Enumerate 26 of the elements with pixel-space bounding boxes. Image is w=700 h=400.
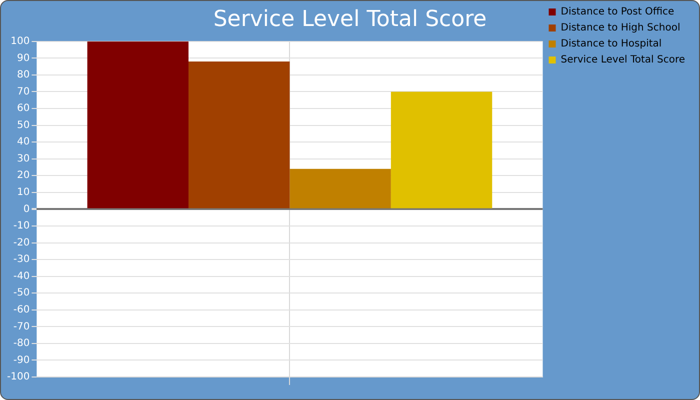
y-tick-label: 10 — [16, 187, 30, 198]
y-tick-label: 20 — [16, 170, 30, 182]
y-tick-label: -80 — [13, 338, 30, 350]
y-tick-label: 100 — [10, 36, 30, 47]
y-tick-label: -40 — [13, 270, 30, 282]
y-tick-label: -100 — [6, 372, 30, 383]
y-tick-label: -70 — [13, 321, 30, 332]
y-tick-label: -90 — [13, 354, 30, 366]
y-tick-label: 70 — [16, 86, 30, 98]
y-tick-label: 60 — [16, 103, 30, 114]
y-tick-label: -50 — [13, 288, 30, 299]
legend-label: Service Level Total Score — [560, 54, 686, 66]
y-tick-label: -20 — [13, 237, 30, 248]
legend-label: Distance to Hospital — [560, 38, 662, 50]
legend-label: Distance to High School — [560, 22, 680, 34]
y-tick-label: -30 — [13, 254, 30, 266]
y-tick-label: -60 — [13, 304, 30, 316]
y-tick-label: 40 — [16, 136, 30, 148]
y-tick-label: 50 — [16, 120, 30, 131]
y-tick-label: 90 — [16, 52, 30, 64]
y-tick-label: 0 — [23, 204, 30, 215]
y-tick-label: -10 — [13, 220, 30, 232]
y-tick-label: 80 — [16, 70, 30, 81]
y-tick-label: 30 — [16, 153, 30, 164]
legend-label: Distance to Post Office — [560, 6, 674, 18]
chart-title: Service Level Total Score — [213, 6, 487, 32]
